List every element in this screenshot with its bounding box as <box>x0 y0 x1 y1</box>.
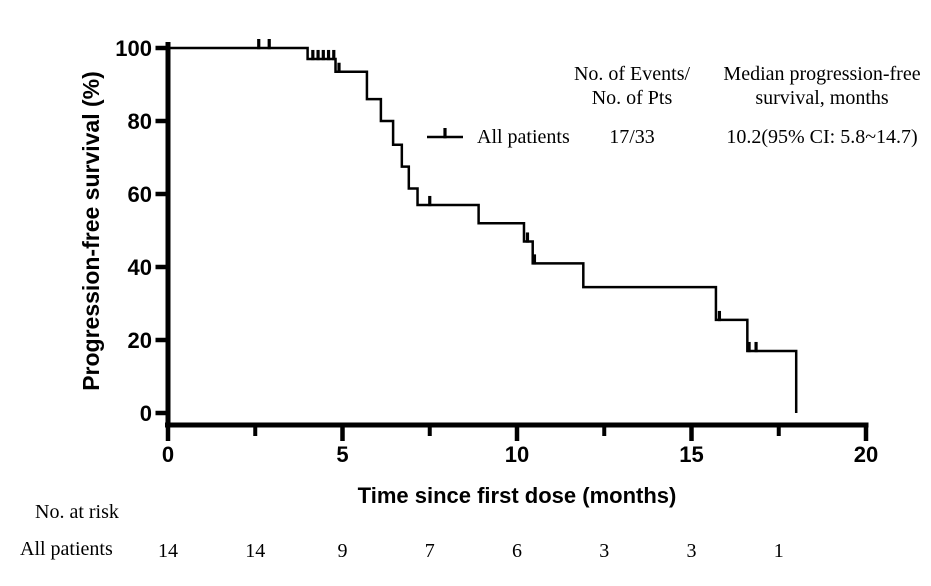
x-tick-label: 5 <box>336 442 348 467</box>
legend-median-value: 10.2(95% CI: 5.8~14.7) <box>726 126 918 148</box>
legend-median-header-line2: survival, months <box>755 87 889 109</box>
x-axis-title: Time since first dose (months) <box>357 483 677 508</box>
legend-events-value: 17/33 <box>609 126 655 148</box>
legend-series-label: All patients <box>477 126 570 148</box>
legend-events-header-line1: No. of Events/ <box>573 63 691 85</box>
risk-count: 6 <box>512 540 522 562</box>
risk-count: 14 <box>158 540 178 562</box>
km-curve-all-patients <box>168 46 798 413</box>
x-tick-label: 20 <box>854 442 878 467</box>
risk-count: 3 <box>599 540 609 562</box>
risk-table-row-label: All patients <box>20 538 113 560</box>
y-axis-title: Progression-free survival (%) <box>78 71 104 391</box>
risk-count: 7 <box>425 540 435 562</box>
risk-count: 3 <box>687 540 697 562</box>
x-tick-label: 10 <box>505 442 529 467</box>
y-tick-label: 0 <box>140 401 152 426</box>
y-tick-label: 20 <box>128 328 152 353</box>
risk-table-title: No. at risk <box>35 501 119 523</box>
risk-count: 14 <box>245 540 265 562</box>
y-tick-label: 100 <box>115 36 152 61</box>
y-tick-label: 80 <box>128 109 152 134</box>
legend-events-header-line2: No. of Pts <box>591 87 673 109</box>
y-tick-label: 40 <box>128 255 152 280</box>
y-tick-label: 60 <box>128 182 152 207</box>
x-tick-label: 0 <box>162 442 174 467</box>
x-tick-label: 15 <box>679 442 703 467</box>
risk-count: 9 <box>338 540 348 562</box>
legend-median-header-line1: Median progression-free <box>723 63 921 85</box>
risk-count: 1 <box>774 540 784 562</box>
